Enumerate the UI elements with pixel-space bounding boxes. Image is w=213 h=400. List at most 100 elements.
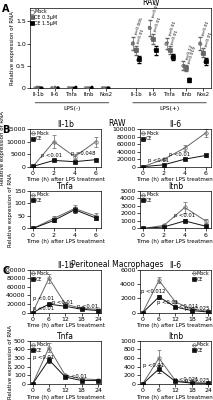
Point [39,84,42,91]
Legend: Mock, CE: Mock, CE [31,270,49,282]
X-axis label: Time (h) after LPS treatment: Time (h) after LPS treatment [136,394,213,400]
Point [53,84,57,91]
Point [131,40,135,47]
Point [199,40,202,47]
Point [103,84,107,91]
Title: Il-6: Il-6 [169,260,181,270]
Text: p <0.01: p <0.01 [169,152,190,157]
Point [150,36,154,42]
Point [40,84,43,91]
Point [151,36,154,43]
Point [184,65,187,72]
Text: LPS(+): LPS(+) [160,106,180,111]
Point [172,54,175,61]
Text: LPS(-): LPS(-) [63,106,81,111]
Text: p <0.025: p <0.025 [185,378,209,383]
Text: p<0.01: p<0.01 [151,2,160,18]
Point [87,84,90,91]
Point [151,36,154,42]
Point [171,54,175,60]
Point [151,35,154,41]
Point [33,84,36,91]
Point [138,56,141,62]
Point [90,84,94,91]
Title: Tnfa: Tnfa [57,182,74,191]
X-axis label: Time (h) after LPS treatment: Time (h) after LPS treatment [26,239,105,244]
Text: p <0.01: p <0.01 [148,158,169,163]
Point [88,84,91,91]
Point [37,84,40,91]
Point [137,57,140,64]
Text: p <0.01: p <0.01 [33,355,54,360]
Text: p <0.01: p <0.01 [52,300,73,305]
Point [136,57,140,63]
Y-axis label: Relative expression of RNA: Relative expression of RNA [8,173,13,247]
Point [40,85,43,91]
Point [36,84,39,91]
Point [166,40,169,46]
Point [186,64,189,71]
Point [83,84,86,91]
Point [181,63,185,70]
Title: Itnb: Itnb [168,332,183,341]
X-axis label: Time (h) after LPS treatment: Time (h) after LPS treatment [26,177,105,182]
Point [154,48,158,54]
Point [187,77,190,84]
Point [35,84,38,91]
Point [183,62,186,68]
Point [189,77,192,84]
Text: p <0.01: p <0.01 [77,304,98,308]
Point [107,85,111,91]
Point [67,84,70,91]
Point [56,85,60,91]
Point [147,24,151,30]
Point [53,85,56,91]
Point [203,50,206,57]
Point [56,85,60,91]
Point [70,84,73,91]
Point [182,62,186,69]
Point [198,40,202,46]
Point [201,49,205,56]
Point [171,54,174,60]
Point [105,85,108,91]
Point [170,54,174,60]
Text: p<0.01: p<0.01 [204,30,213,47]
Point [185,64,188,70]
Y-axis label: Relative expression of RNA: Relative expression of RNA [0,111,5,185]
Point [91,85,94,91]
Point [155,47,158,53]
X-axis label: Time (h) after LPS treatment: Time (h) after LPS treatment [136,323,213,328]
Point [106,85,110,91]
Point [104,84,107,91]
Title: Il-6: Il-6 [169,120,181,129]
Point [135,48,138,54]
Point [68,84,72,91]
Point [50,84,54,91]
Point [101,84,104,91]
Point [102,84,105,91]
Point [34,84,37,91]
Point [148,25,151,32]
Point [185,65,188,71]
Point [134,48,138,55]
Point [133,46,137,52]
Text: p<0.01: p<0.01 [201,19,210,36]
Point [205,58,208,65]
Point [206,58,209,64]
Text: p <0.01: p <0.01 [66,374,87,379]
Text: Peritoneal Macrophages: Peritoneal Macrophages [71,260,163,269]
Text: p<0.019: p<0.019 [187,45,197,64]
X-axis label: Time (h) after LPS treatment: Time (h) after LPS treatment [136,177,213,182]
Text: p <0.01: p <0.01 [174,213,195,218]
Legend: Mock, CE 0.3μM, CE 1.5μM: Mock, CE 0.3μM, CE 1.5μM [31,9,58,26]
Point [54,84,57,91]
Point [40,84,44,91]
Legend: Mock, CE: Mock, CE [191,342,210,354]
Y-axis label: Relative expression of RNA: Relative expression of RNA [7,326,13,400]
Point [203,49,206,55]
Text: p <0.01: p <0.01 [41,153,62,158]
Point [56,84,60,91]
Point [132,39,135,46]
Point [50,84,53,91]
